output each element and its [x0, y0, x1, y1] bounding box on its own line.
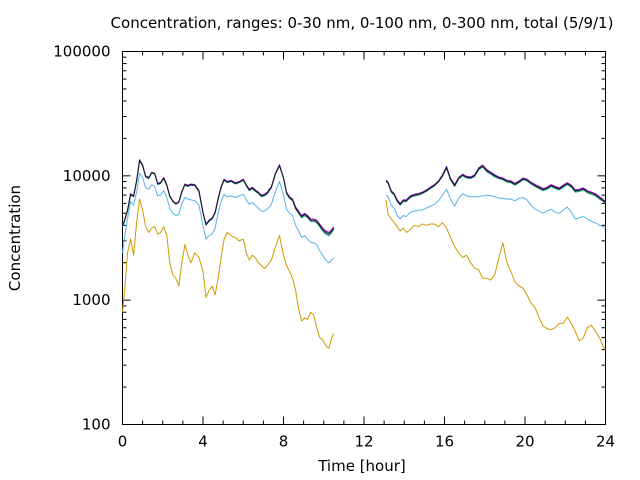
- y-tick-label: 1000: [72, 291, 110, 309]
- series-1-line-segment-2: [385, 199, 606, 350]
- plot-frame: [122, 51, 606, 425]
- series-5-line-segment-2: [385, 165, 606, 205]
- y-tick-label: 100: [82, 416, 111, 434]
- y-axis-label: Concentration: [6, 185, 24, 291]
- series-4-line-segment-2: [385, 164, 606, 204]
- chart-title: Concentration, ranges: 0-30 nm, 0-100 nm…: [111, 14, 614, 32]
- y-tick-label: 100000: [53, 43, 110, 61]
- series-1-line-segment-1: [122, 198, 335, 349]
- x-tick-label: 16: [435, 433, 454, 451]
- x-axis-label: Time [hour]: [317, 457, 406, 475]
- y-axis-ticks: 100 1000 10000 100000: [53, 43, 606, 434]
- y-tick-label: 10000: [63, 167, 111, 185]
- x-tick-label: 12: [354, 433, 373, 451]
- x-tick-label: 8: [279, 433, 289, 451]
- x-tick-label: 20: [515, 433, 534, 451]
- series-layer: [122, 159, 606, 350]
- x-tick-label: 4: [198, 433, 208, 451]
- series-3-line-segment-1: [122, 160, 335, 237]
- x-tick-label: 24: [596, 433, 615, 451]
- series-2-line-segment-2: [385, 188, 606, 229]
- x-tick-label: 0: [118, 433, 128, 451]
- x-axis-ticks: 0 4 8 12 16 20 24: [118, 51, 615, 451]
- series-5-line-segment-1: [122, 159, 335, 235]
- series-3-line-segment-2: [385, 166, 606, 206]
- series-2-line-segment-1: [122, 172, 335, 264]
